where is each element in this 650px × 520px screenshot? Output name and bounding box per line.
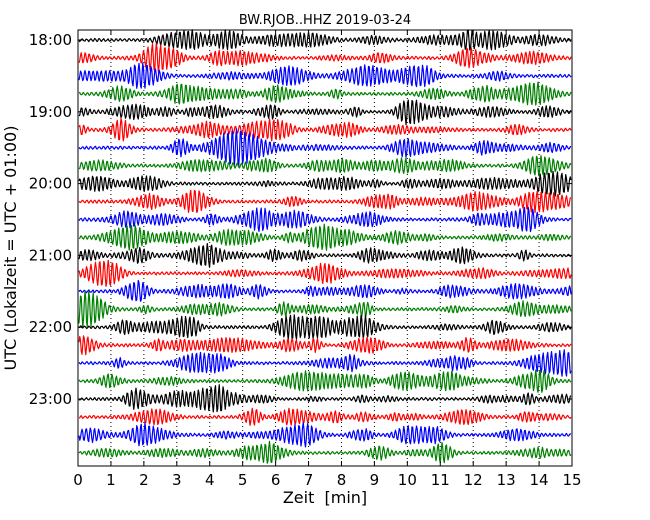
trace-line xyxy=(78,243,572,268)
trace-line xyxy=(78,259,572,287)
trace-line xyxy=(78,206,572,233)
trace-line xyxy=(78,62,572,89)
trace-line xyxy=(78,99,572,126)
x-tick-label: 7 xyxy=(304,471,314,489)
y-tick-label: 20:00 xyxy=(29,175,72,193)
x-tick-label: 15 xyxy=(562,471,581,489)
x-tick-label: 8 xyxy=(337,471,347,489)
x-tick-label: 5 xyxy=(238,471,248,489)
trace-line xyxy=(78,81,572,106)
y-tick-label: 23:00 xyxy=(29,390,72,408)
y-tick-label: 19:00 xyxy=(29,103,72,121)
trace-line xyxy=(78,314,572,341)
x-tick-label: 14 xyxy=(530,471,549,489)
trace-line xyxy=(78,290,572,328)
trace-line xyxy=(78,128,572,167)
y-tick-label: 21:00 xyxy=(29,246,72,264)
x-tick-labels: 0 1 2 3 4 5 6 7 8 9 10 11 12 13 14 15 xyxy=(73,471,581,489)
axis-ticks xyxy=(77,30,573,466)
y-axis-label: UTC (Lokalzeit = UTC + 01:00) xyxy=(1,126,20,371)
x-tick-label: 0 xyxy=(73,471,83,489)
x-tick-label: 1 xyxy=(106,471,116,489)
trace-line xyxy=(78,43,572,74)
x-tick-label: 2 xyxy=(139,471,149,489)
trace-line xyxy=(78,154,572,177)
trace-line xyxy=(78,335,572,356)
x-tick-label: 3 xyxy=(172,471,182,489)
x-tick-label: 9 xyxy=(370,471,380,489)
trace-line xyxy=(78,440,572,464)
y-tick-labels: 18:00 19:00 20:00 21:00 22:00 23:00 xyxy=(29,31,72,408)
chart-title: BW.RJOB..HHZ 2019-03-24 xyxy=(239,13,411,28)
x-tick-label: 12 xyxy=(464,471,483,489)
trace-line xyxy=(78,422,572,448)
trace-line xyxy=(78,279,572,302)
trace-line xyxy=(78,349,572,377)
x-tick-label: 11 xyxy=(431,471,450,489)
trace-line xyxy=(78,223,572,251)
x-tick-label: 6 xyxy=(271,471,281,489)
trace-line xyxy=(78,189,572,214)
trace-group xyxy=(78,29,572,464)
trace-line xyxy=(78,407,572,426)
trace-line xyxy=(78,29,572,51)
trace-line xyxy=(78,117,572,142)
x-tick-label: 13 xyxy=(497,471,516,489)
trace-line xyxy=(78,369,572,393)
x-tick-label: 4 xyxy=(205,471,215,489)
y-tick-label: 18:00 xyxy=(29,31,72,49)
trace-line xyxy=(78,170,572,197)
y-tick-label: 22:00 xyxy=(29,318,72,336)
x-axis-label: Zeit [min] xyxy=(283,488,367,507)
x-tick-label: 10 xyxy=(398,471,417,489)
trace-line xyxy=(78,384,572,413)
plot-area-frame xyxy=(77,29,573,467)
